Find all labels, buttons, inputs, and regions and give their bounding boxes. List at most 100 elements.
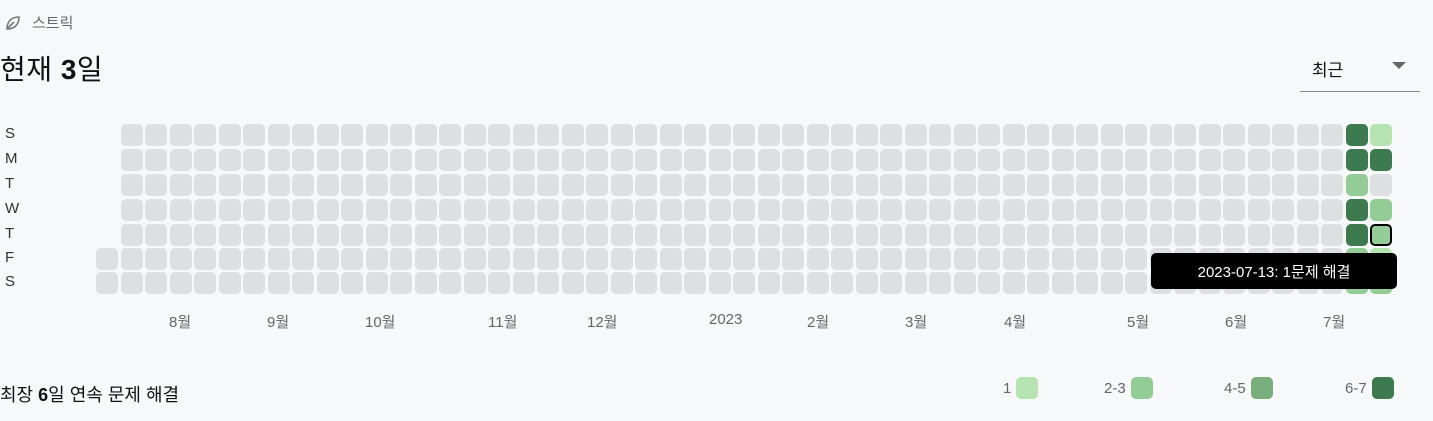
streak-cell[interactable] <box>169 272 192 294</box>
streak-cell[interactable] <box>512 174 535 196</box>
streak-cell[interactable] <box>806 174 829 196</box>
streak-cell[interactable] <box>488 248 510 270</box>
streak-cell[interactable] <box>953 124 976 146</box>
streak-cell[interactable] <box>1100 124 1123 146</box>
streak-cell[interactable] <box>733 124 755 146</box>
streak-cell[interactable] <box>1247 124 1270 146</box>
streak-cell[interactable] <box>1198 124 1221 146</box>
streak-cell[interactable] <box>610 272 633 294</box>
streak-cell[interactable] <box>365 224 388 246</box>
streak-cell[interactable] <box>194 149 216 171</box>
streak-cell[interactable] <box>1027 224 1049 246</box>
streak-cell[interactable] <box>341 174 363 196</box>
streak-cell[interactable] <box>1051 248 1074 270</box>
streak-cell[interactable] <box>1149 224 1172 246</box>
streak-cell[interactable] <box>1027 199 1049 221</box>
streak-cell[interactable] <box>218 248 241 270</box>
streak-cell[interactable] <box>953 149 976 171</box>
streak-cell[interactable] <box>635 224 657 246</box>
streak-cell[interactable] <box>1051 174 1074 196</box>
streak-cell[interactable] <box>512 248 535 270</box>
streak-cell[interactable] <box>831 149 853 171</box>
streak-cell[interactable] <box>488 272 510 294</box>
streak-cell[interactable] <box>684 174 706 196</box>
streak-cell[interactable] <box>1076 174 1098 196</box>
streak-cell[interactable] <box>512 224 535 246</box>
streak-cell[interactable] <box>414 199 437 221</box>
streak-cell[interactable] <box>1370 149 1392 171</box>
streak-cell[interactable] <box>145 124 167 146</box>
streak-cell[interactable] <box>1321 149 1343 171</box>
streak-cell[interactable] <box>1174 199 1196 221</box>
streak-cell[interactable] <box>561 199 584 221</box>
streak-cell[interactable] <box>439 248 461 270</box>
streak-cell[interactable] <box>1296 224 1319 246</box>
streak-cell[interactable] <box>120 272 143 294</box>
streak-cell[interactable] <box>1296 149 1319 171</box>
streak-cell[interactable] <box>463 124 486 146</box>
streak-cell[interactable] <box>1272 149 1294 171</box>
streak-cell[interactable] <box>782 272 804 294</box>
streak-cell[interactable] <box>145 199 167 221</box>
streak-cell[interactable] <box>929 272 951 294</box>
streak-cell[interactable] <box>635 248 657 270</box>
streak-cell[interactable] <box>1125 124 1147 146</box>
streak-cell[interactable] <box>1125 174 1147 196</box>
streak-cell[interactable] <box>561 272 584 294</box>
streak-cell[interactable] <box>659 224 682 246</box>
streak-cell[interactable] <box>365 248 388 270</box>
streak-cell[interactable] <box>96 272 118 294</box>
streak-cell[interactable] <box>1076 199 1098 221</box>
streak-cell[interactable] <box>831 199 853 221</box>
streak-cell[interactable] <box>1100 174 1123 196</box>
streak-cell[interactable] <box>1125 149 1147 171</box>
streak-cell[interactable] <box>537 174 559 196</box>
streak-cell[interactable] <box>806 272 829 294</box>
streak-cell[interactable] <box>390 124 412 146</box>
streak-cell[interactable] <box>1100 224 1123 246</box>
streak-cell[interactable] <box>904 149 927 171</box>
streak-cell[interactable] <box>341 199 363 221</box>
streak-cell[interactable] <box>806 199 829 221</box>
streak-cell[interactable] <box>488 174 510 196</box>
streak-cell[interactable] <box>267 224 290 246</box>
streak-cell[interactable] <box>1247 174 1270 196</box>
streak-cell[interactable] <box>1051 224 1074 246</box>
streak-cell[interactable] <box>439 149 461 171</box>
streak-cell[interactable] <box>659 174 682 196</box>
streak-cell[interactable] <box>806 124 829 146</box>
streak-cell[interactable] <box>537 124 559 146</box>
streak-cell[interactable] <box>733 272 755 294</box>
streak-cell[interactable] <box>782 199 804 221</box>
streak-cell[interactable] <box>292 174 314 196</box>
streak-cell[interactable] <box>1345 224 1368 246</box>
streak-cell[interactable] <box>1174 224 1196 246</box>
streak-cell[interactable] <box>1370 224 1392 246</box>
streak-cell[interactable] <box>1370 124 1392 146</box>
streak-cell[interactable] <box>586 174 608 196</box>
streak-cell[interactable] <box>880 124 902 146</box>
streak-cell[interactable] <box>782 124 804 146</box>
streak-cell[interactable] <box>169 149 192 171</box>
streak-cell[interactable] <box>610 124 633 146</box>
streak-cell[interactable] <box>610 149 633 171</box>
streak-cell[interactable] <box>904 248 927 270</box>
streak-cell[interactable] <box>292 224 314 246</box>
streak-cell[interactable] <box>929 248 951 270</box>
streak-cell[interactable] <box>1002 149 1025 171</box>
streak-cell[interactable] <box>145 149 167 171</box>
streak-cell[interactable] <box>586 272 608 294</box>
streak-cell[interactable] <box>488 124 510 146</box>
streak-cell[interactable] <box>145 224 167 246</box>
streak-cell[interactable] <box>243 248 265 270</box>
streak-cell[interactable] <box>1321 174 1343 196</box>
streak-cell[interactable] <box>953 224 976 246</box>
streak-cell[interactable] <box>1345 199 1368 221</box>
streak-cell[interactable] <box>880 149 902 171</box>
streak-cell[interactable] <box>194 199 216 221</box>
streak-cell[interactable] <box>169 199 192 221</box>
streak-cell[interactable] <box>684 248 706 270</box>
streak-cell[interactable] <box>1223 149 1245 171</box>
streak-cell[interactable] <box>1100 199 1123 221</box>
streak-cell[interactable] <box>243 199 265 221</box>
